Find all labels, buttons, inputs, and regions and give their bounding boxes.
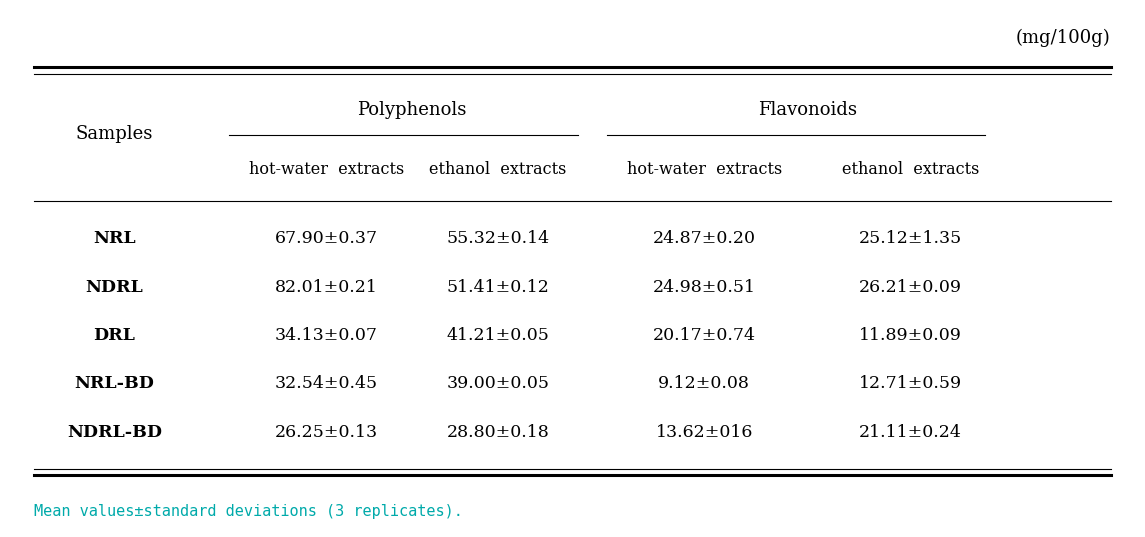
Text: 21.11±0.24: 21.11±0.24 (859, 424, 962, 441)
Text: 11.89±0.09: 11.89±0.09 (859, 327, 962, 344)
Text: Polyphenols: Polyphenols (357, 101, 467, 119)
Text: Mean values±standard deviations (3 replicates).: Mean values±standard deviations (3 repli… (34, 504, 464, 519)
Text: 51.41±0.12: 51.41±0.12 (447, 279, 550, 296)
Text: 26.21±0.09: 26.21±0.09 (859, 279, 962, 296)
Text: ethanol  extracts: ethanol extracts (842, 161, 979, 178)
Text: 41.21±0.05: 41.21±0.05 (447, 327, 550, 344)
Text: 13.62±016: 13.62±016 (655, 424, 753, 441)
Text: 82.01±0.21: 82.01±0.21 (275, 279, 378, 296)
Text: 39.00±0.05: 39.00±0.05 (447, 375, 550, 393)
Text: hot-water  extracts: hot-water extracts (626, 161, 782, 178)
Text: 28.80±0.18: 28.80±0.18 (447, 424, 550, 441)
Text: 34.13±0.07: 34.13±0.07 (275, 327, 378, 344)
Text: 67.90±0.37: 67.90±0.37 (275, 230, 378, 248)
Text: 12.71±0.59: 12.71±0.59 (859, 375, 962, 393)
Text: DRL: DRL (94, 327, 135, 344)
Text: 26.25±0.13: 26.25±0.13 (275, 424, 378, 441)
Text: 32.54±0.45: 32.54±0.45 (275, 375, 378, 393)
Text: hot-water  extracts: hot-water extracts (248, 161, 404, 178)
Text: Flavonoids: Flavonoids (758, 101, 856, 119)
Text: 20.17±0.74: 20.17±0.74 (653, 327, 756, 344)
Text: NDRL: NDRL (86, 279, 143, 296)
Text: ethanol  extracts: ethanol extracts (429, 161, 567, 178)
Text: 24.87±0.20: 24.87±0.20 (653, 230, 756, 248)
Text: 55.32±0.14: 55.32±0.14 (447, 230, 550, 248)
Text: (mg/100g): (mg/100g) (1016, 28, 1111, 47)
Text: NRL: NRL (93, 230, 136, 248)
Text: 24.98±0.51: 24.98±0.51 (653, 279, 756, 296)
Text: 9.12±0.08: 9.12±0.08 (658, 375, 750, 393)
Text: NRL-BD: NRL-BD (74, 375, 155, 393)
Text: NDRL-BD: NDRL-BD (68, 424, 161, 441)
Text: 25.12±1.35: 25.12±1.35 (859, 230, 962, 248)
Text: Samples: Samples (76, 125, 153, 143)
